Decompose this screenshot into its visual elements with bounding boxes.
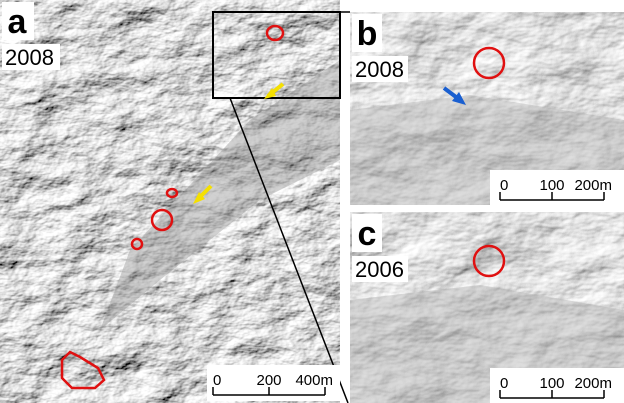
scale-label: 0 [500,177,508,194]
scale-label: 400m [295,372,333,389]
scale-label: 200 [256,372,281,389]
scale-label: 200m [574,375,612,392]
panel-label: c [358,215,377,253]
scale-label: 200m [574,177,612,194]
panel-label: b [357,15,378,53]
panel-label: a [8,3,28,41]
scale-label: 100 [539,375,564,392]
year-label: 2008 [5,45,54,70]
year-label: 2008 [355,57,404,82]
scale-label: 0 [213,372,221,389]
year-label: 2006 [355,257,404,282]
scale-label: 0 [500,375,508,392]
scale-label: 100 [539,177,564,194]
figure: a 2008 0 200 400m b 2008 0 100 200m c 2006 0 100 200m [0,0,624,403]
